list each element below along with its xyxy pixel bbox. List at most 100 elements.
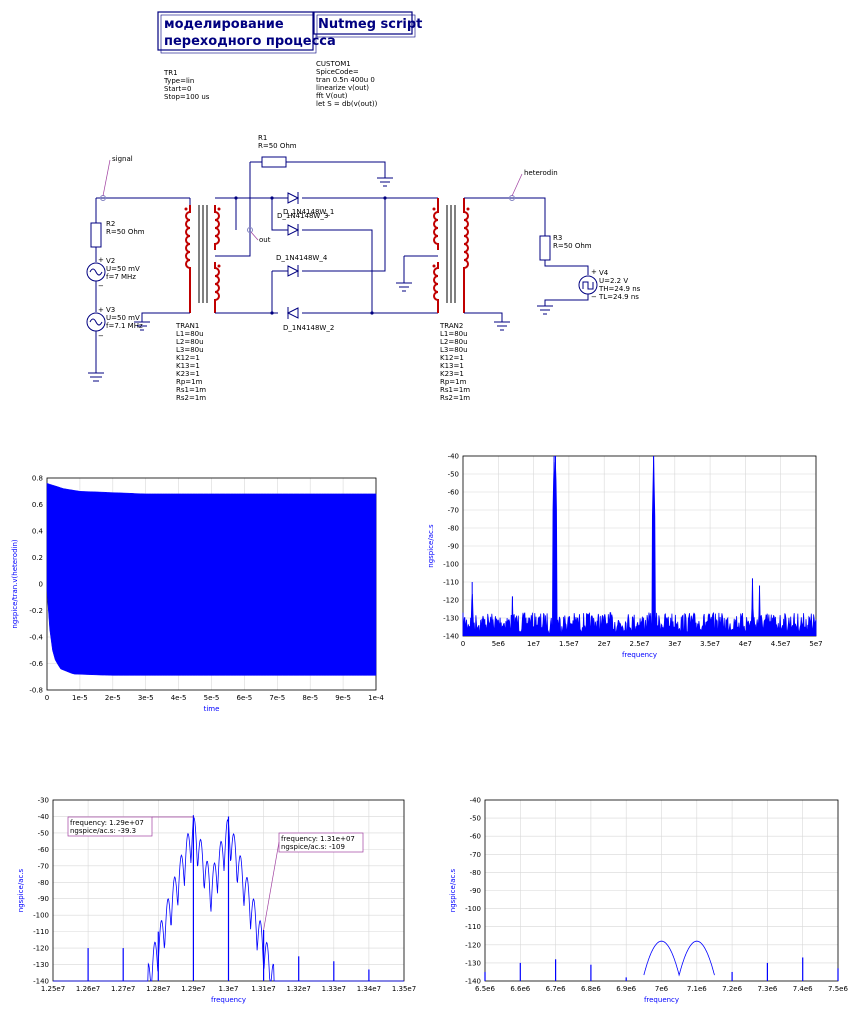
spectrum-line bbox=[643, 940, 715, 977]
x-tick-label: 1.33e7 bbox=[322, 985, 346, 993]
x-tick-label: 2.5e7 bbox=[630, 640, 650, 648]
x-tick-label: 5e7 bbox=[809, 640, 822, 648]
tr1-type: Type=lin bbox=[163, 77, 194, 85]
v4-plus: + bbox=[591, 268, 597, 276]
x-axis-label: frequency bbox=[644, 996, 679, 1004]
svg-text:K23=1: K23=1 bbox=[440, 370, 464, 378]
x-axis-label: time bbox=[204, 705, 220, 713]
y-tick-label: -70 bbox=[448, 507, 459, 515]
r2-resistor[interactable] bbox=[90, 222, 102, 248]
marker-1-line-1: frequency: 1.29e+07 bbox=[70, 819, 144, 827]
svg-text:Rs1=1m: Rs1=1m bbox=[176, 386, 206, 394]
time-chart[interactable]: 0 1e-5 2e-5 3e-5 4e-5 5e-5 6e-5 7e-5 8e-5 9e-5 1e-… bbox=[11, 475, 384, 714]
custom1-block[interactable]: CUSTOM1 SpiceCode= tran 0.5n 400u 0 line… bbox=[316, 60, 378, 108]
y-tick-label: -140 bbox=[465, 978, 481, 986]
marker-2-line-2: ngspice/ac.s: -109 bbox=[281, 843, 345, 851]
v3-freq: f=7.1 MHz bbox=[106, 322, 143, 330]
y-tick-label: -60 bbox=[38, 846, 49, 854]
spectrum-line bbox=[462, 455, 817, 636]
x-tick-label: 7.4e6 bbox=[793, 985, 813, 993]
x-axis-label: frequency bbox=[622, 651, 657, 659]
x-axis-label: frequency bbox=[211, 996, 246, 1004]
y-axis-label: ngspice/ac.s bbox=[17, 868, 25, 912]
svg-text:K23=1: K23=1 bbox=[176, 370, 200, 378]
svg-text:Rp=1m: Rp=1m bbox=[440, 378, 467, 386]
x-tick-label: 8e-5 bbox=[302, 694, 318, 702]
fft-zoom-13e6-chart[interactable]: 1.25e7 1.26e7 1.27e7 1.28e7 1.29e7 1.3e7 1.31e… bbox=[17, 797, 416, 1005]
y-tick-label: -140 bbox=[443, 633, 459, 641]
x-tick-label: 1.27e7 bbox=[111, 985, 135, 993]
nutmeg-script-box[interactable]: Nutmeg script bbox=[313, 11, 422, 38]
x-tick-label: 3e7 bbox=[668, 640, 681, 648]
y-tick-label: -60 bbox=[448, 489, 459, 497]
y-tick-label: -0.8 bbox=[29, 687, 43, 695]
tran2-transformer[interactable] bbox=[432, 198, 470, 313]
y-tick-label: 0.8 bbox=[32, 475, 43, 483]
title-box: моделирование переходного процесса bbox=[157, 11, 336, 54]
svg-text:Rp=1m: Rp=1m bbox=[176, 378, 203, 386]
y-tick-label: -100 bbox=[465, 905, 481, 913]
r1-resistor[interactable] bbox=[261, 156, 287, 168]
y-tick-label: -40 bbox=[448, 453, 459, 461]
y-tick-label: -110 bbox=[33, 928, 49, 936]
svg-text:Rs1=1m: Rs1=1m bbox=[440, 386, 470, 394]
x-tick-label: 1.32e7 bbox=[287, 985, 311, 993]
svg-text:Rs2=1m: Rs2=1m bbox=[176, 394, 206, 402]
r3-resistor[interactable] bbox=[539, 235, 551, 261]
r1-label: R1 bbox=[258, 134, 267, 142]
v3-amp: U=50 mV bbox=[106, 314, 140, 322]
plot-frame bbox=[484, 799, 839, 982]
r2-label: R2 bbox=[106, 220, 115, 228]
y-tick-label: -130 bbox=[33, 961, 49, 969]
v2-plus: + bbox=[98, 256, 104, 264]
diode-d4[interactable] bbox=[278, 265, 300, 277]
y-tick-label: -100 bbox=[443, 561, 459, 569]
v2-freq: f=7 MHz bbox=[106, 273, 136, 281]
tran1-label: TRAN1 bbox=[175, 322, 199, 330]
tr1-block[interactable]: TR1 Type=lin Start=0 Stop=100 us bbox=[163, 69, 210, 101]
tr1-start: Start=0 bbox=[164, 85, 191, 93]
y-tick-label: 0 bbox=[39, 581, 43, 589]
r3-value: R=50 Ohm bbox=[553, 242, 592, 250]
v4-amp: U=2.2 V bbox=[599, 277, 628, 285]
y-tick-label: -60 bbox=[470, 833, 481, 841]
v2-label: V2 bbox=[106, 257, 115, 265]
x-tick-label: 9e-5 bbox=[335, 694, 351, 702]
y-tick-label: 0.2 bbox=[32, 554, 43, 562]
x-tick-label: 6.9e6 bbox=[616, 985, 636, 993]
y-tick-label: -80 bbox=[448, 525, 459, 533]
svg-text:L1=80u: L1=80u bbox=[440, 330, 468, 338]
diode-d1[interactable] bbox=[278, 192, 300, 204]
y-tick-label: -50 bbox=[448, 471, 459, 479]
v4-minus: − bbox=[591, 293, 597, 301]
x-tick-label: 0 bbox=[45, 694, 49, 702]
x-tick-label: 4e-5 bbox=[171, 694, 187, 702]
fft-full-chart[interactable]: 0 5e6 1e7 1.5e7 2e7 2.5e7 3e7 3.5e7 4e7 4.5e7 5e7 -… bbox=[427, 453, 823, 660]
x-tick-label: 1.31e7 bbox=[251, 985, 275, 993]
y-axis-label: ngspice/ac.s bbox=[449, 868, 457, 912]
schematic: signal R2 R=50 Ohm V2 U=50 mV f=7 MHz V3… bbox=[86, 134, 641, 402]
custom1-name: CUSTOM1 bbox=[316, 60, 351, 68]
y-tick-label: -130 bbox=[465, 959, 481, 967]
fft-zoom-7e6-chart[interactable]: 6.5e6 6.6e6 6.7e6 6.8e6 6.9e6 7e6 7.1e6 7.2e6 7.… bbox=[449, 797, 848, 1005]
y-tick-label: -0.2 bbox=[29, 607, 43, 615]
diode-d3[interactable] bbox=[278, 224, 300, 236]
x-tick-label: 7.3e6 bbox=[757, 985, 777, 993]
y-tick-label: -50 bbox=[470, 815, 481, 823]
heterodin-node-label: heterodin bbox=[524, 169, 558, 177]
tran1-transformer[interactable] bbox=[134, 198, 221, 331]
svg-text:L3=80u: L3=80u bbox=[176, 346, 204, 354]
x-tick-label: 2e7 bbox=[598, 640, 611, 648]
y-tick-label: -40 bbox=[470, 797, 481, 805]
y-tick-label: -50 bbox=[38, 829, 49, 837]
y-tick-label: -130 bbox=[443, 615, 459, 623]
custom1-line-2: tran 0.5n 400u 0 bbox=[316, 76, 375, 84]
x-tick-label: 7e6 bbox=[655, 985, 669, 993]
d3-label: D_1N4148W_3 bbox=[277, 212, 328, 220]
diode-d2[interactable] bbox=[286, 307, 299, 319]
y-tick-label: -120 bbox=[33, 945, 49, 953]
x-tick-label: 7.2e6 bbox=[722, 985, 742, 993]
title-line-1: моделирование bbox=[164, 17, 284, 32]
